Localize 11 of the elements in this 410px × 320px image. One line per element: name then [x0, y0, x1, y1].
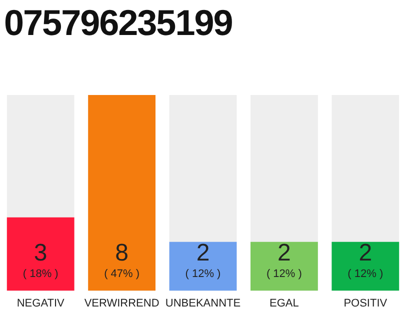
- chart-title: 075796235199: [4, 2, 232, 44]
- x-tick-label: EGAL: [270, 297, 299, 310]
- x-tick-label: POSITIV: [344, 297, 388, 310]
- data-label: 3 ( 18% ): [22, 239, 58, 280]
- data-label: 2 ( 12% ): [266, 239, 302, 280]
- data-label: 2 ( 12% ): [348, 239, 384, 280]
- x-tick-label: NEGATIV: [16, 297, 65, 310]
- data-label: 2 ( 12% ): [185, 239, 221, 280]
- data-label: 8 ( 47% ): [104, 239, 140, 280]
- x-tick-label: VERWIRREND: [84, 297, 160, 310]
- x-tick-label: UNBEKANNTE: [165, 297, 241, 310]
